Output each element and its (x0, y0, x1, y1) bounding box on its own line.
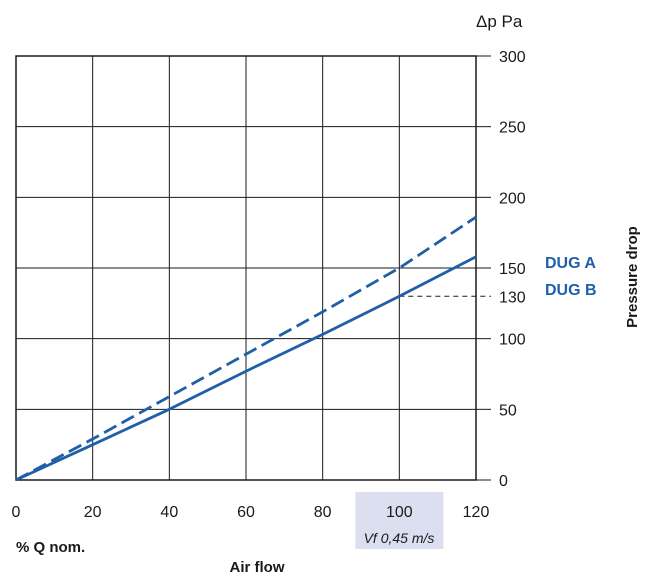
x-tick-label: 80 (314, 504, 332, 521)
y-tick-label: 0 (499, 473, 508, 490)
y-tick-label: 150 (499, 261, 526, 278)
x-tick-label: 0 (12, 504, 21, 521)
y-tick-label: 200 (499, 190, 526, 207)
series-line-dug-b (15, 255, 477, 482)
y-tick-label: 250 (499, 120, 526, 137)
series-label-dug-b: DUG B (545, 282, 597, 299)
x-tick-label: 60 (237, 504, 255, 521)
x-axis-title: Air flow (230, 559, 285, 576)
series-label-dug-a: DUG A (545, 255, 596, 272)
y-tick-label: 300 (499, 49, 526, 66)
x-tick-label: 120 (463, 504, 490, 521)
highlight-box (355, 492, 444, 549)
x-tick-label: 20 (84, 504, 102, 521)
y-tick-label: 50 (499, 402, 517, 419)
y-tick-label: 100 (499, 332, 526, 349)
x-tick-label: 40 (160, 504, 178, 521)
y-axis-title: Pressure drop (624, 226, 641, 328)
y-extra-tick-label: 130 (499, 289, 526, 306)
y-axis-unit: Δp Pa (476, 12, 523, 31)
highlight-layer (355, 492, 444, 549)
x-axis-left-label: % Q nom. (16, 539, 85, 556)
tick-labels-layer: 0 20 40 60 80 100 120 0 50 100 150 200 250 300 130 (12, 49, 526, 521)
series-line-dug-a (15, 215, 477, 482)
series-layer (15, 215, 491, 482)
highlight-note: Vf 0,45 m/s (364, 530, 435, 546)
x-tick-label: 100 (386, 504, 413, 521)
